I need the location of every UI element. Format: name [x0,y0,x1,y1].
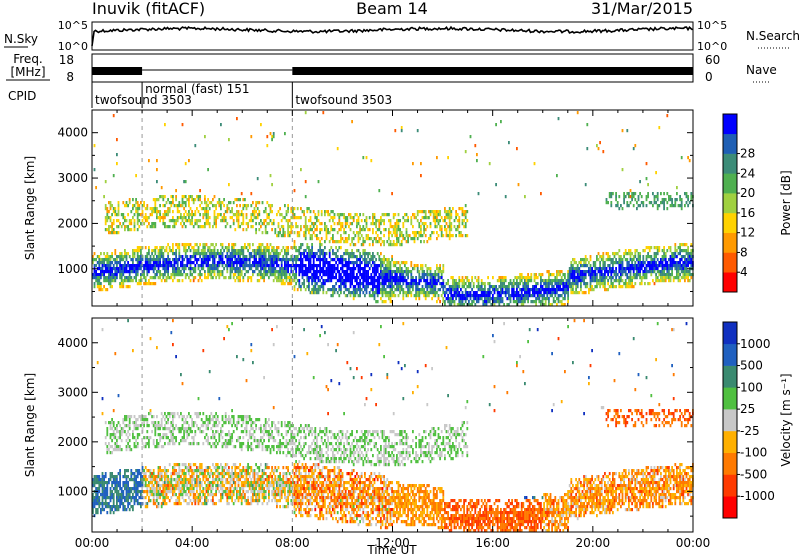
power-panel-colorbar-segment [723,272,737,293]
colorbar-tick-label: 24 [740,166,755,180]
cpid-mode-label: twofsound 3503 [295,93,392,107]
x-tick-label: 20:00 [576,536,611,550]
colorbar-tick-label: -100 [740,446,767,460]
colorbar-tick-label: 12 [740,226,755,240]
y-tick-label: 3000 [57,171,88,185]
power-panel-colorbar-segment [723,193,737,214]
nave-tick-bottom: 0 [705,70,713,84]
freq-tick-top: 18 [59,53,74,67]
power-panel-colorbar-segment [723,133,737,154]
power-panel-colorbar-frame [722,113,738,293]
beam-label: Beam 14 [356,0,428,18]
velocity-panel: 1000 2000 3000 4000 Slant Range [km] 1000 500 1… [23,317,793,533]
nsky-label: N.Sky [4,32,38,46]
velocity-panel-colorbar-label: Velocity [m s⁻¹] [779,373,793,466]
power-panel-ylabel: Slant Range [km] [23,156,37,260]
y-tick-label: 2000 [57,435,88,449]
y-tick-label: 1000 [57,262,88,276]
colorbar-tick-label: 8 [740,245,748,259]
y-tick-label: 4000 [57,336,88,350]
nave-tick-top: 60 [705,53,720,67]
nsearch-label: N.Search [746,29,800,43]
cpid-label: CPID [8,89,36,103]
power-panel-colorbar-segment [723,173,737,194]
colorbar-tick-label: 25 [740,402,755,416]
power-panel-colorbar-segment [723,252,737,273]
velocity-panel-colorbar-segment [723,430,737,453]
velocity-panel-ylabel: Slant Range [km] [23,373,37,477]
x-tick-label: 00:00 [75,536,110,550]
colorbar-tick-label: 100 [740,380,763,394]
freq-band-1 [92,67,143,75]
cpid-mode-label: twofsound 3503 [95,93,192,107]
colorbar-tick-label: 1000 [740,337,771,351]
colorbar-tick-label: 20 [740,186,755,200]
power-panel: 1000 2000 3000 4000 Slant Range [km] 4 8 12 16 20… [23,109,793,307]
velocity-panel-colorbar-segment [723,409,737,432]
nsearch-tick-bottom: 10^0 [697,40,727,53]
colorbar-tick-label: 4 [740,265,748,279]
velocity-panel-colorbar-segment [723,496,737,519]
nsky-tick-bottom: 10^0 [58,40,88,53]
radar-title: Inuvik (fitACF) [92,0,205,18]
velocity-panel-cells [92,319,694,533]
power-panel-colorbar-segment [723,232,737,253]
colorbar-tick-label: -500 [740,467,767,481]
y-tick-label: 1000 [57,484,88,498]
power-panel-colorbar-segment [723,153,737,174]
power-panel-cells [92,111,694,307]
cpid-mode-label: normal (fast) 151 [145,82,249,96]
x-tick-label: 16:00 [475,536,510,550]
colorbar-tick-label: -1000 [740,489,775,503]
velocity-panel-colorbar-segment [723,343,737,366]
freq-unit: [MHz] [10,65,45,79]
velocity-panel-colorbar-segment [723,322,737,345]
nsky-trace [91,25,693,47]
freq-label: Freq. [13,52,43,66]
colorbar-tick-label: 16 [740,206,755,220]
nave-label: Nave [746,63,777,77]
nsky-panel-frame [91,21,694,51]
nsearch-tick-top: 10^5 [697,19,727,32]
nsky-tick-top: 10^5 [58,19,88,32]
freq-band-3 [292,67,693,75]
velocity-panel-colorbar-segment [723,452,737,475]
power-panel-colorbar-label: Power [dB] [779,170,793,235]
velocity-panel-colorbar-segment [723,474,737,497]
power-panel-colorbar-segment [723,212,737,233]
velocity-panel-colorbar-segment [723,387,737,410]
velocity-panel-colorbar-segment [723,365,737,388]
colorbar-tick-label: 500 [740,359,763,373]
date-label: 31/Mar/2015 [591,0,693,18]
y-tick-label: 3000 [57,385,88,399]
x-axis-label: Time UT [366,543,417,554]
x-tick-label: 04:00 [175,536,210,550]
colorbar-tick-label: -25 [740,424,760,438]
velocity-panel-colorbar-frame [722,321,738,519]
colorbar-tick-label: 28 [740,147,755,161]
y-tick-label: 4000 [57,126,88,140]
x-tick-label: 00:00 [676,536,711,550]
x-tick-label: 08:00 [275,536,310,550]
freq-tick-bottom: 8 [66,70,74,84]
power-panel-colorbar-segment [723,114,737,135]
y-tick-label: 2000 [57,216,88,230]
x-tick-label: 12:00 [375,536,410,550]
